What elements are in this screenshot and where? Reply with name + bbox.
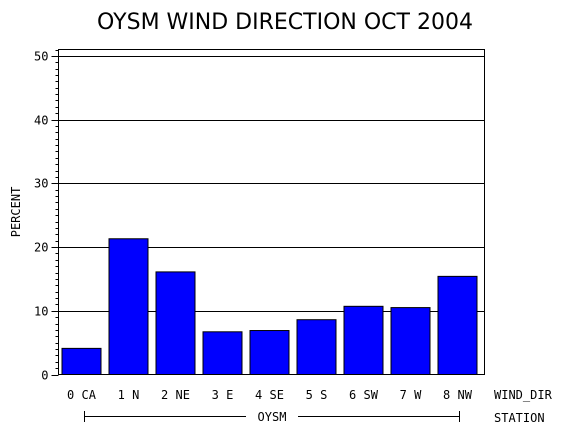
group-label: OYSM <box>258 410 287 424</box>
bar <box>249 330 290 376</box>
bar <box>390 307 431 375</box>
y-tick-label: 0 <box>41 369 48 383</box>
y-tick-label: 10 <box>34 305 48 319</box>
bar <box>61 347 102 376</box>
x-tick-label: 3 E <box>212 388 234 402</box>
bar <box>202 331 243 376</box>
x-tick-label: 1 N <box>118 388 140 402</box>
bar <box>343 305 384 375</box>
chart-title: OYSM WIND DIRECTION OCT 2004 <box>97 10 473 35</box>
y-axis: 0 10 20 30 40 50 <box>34 50 59 383</box>
y-tick-label: 50 <box>34 50 48 64</box>
x-axis-tick-labels: 0 CA 1 N 2 NE 3 E 4 SE 5 S 6 SW 7 W 8 NW <box>67 388 473 402</box>
x-tick-label: 8 NW <box>443 388 473 402</box>
bar <box>155 271 196 375</box>
bar <box>437 275 478 375</box>
x-tick-label: 4 SE <box>255 388 284 402</box>
y-tick-label: 20 <box>34 241 48 255</box>
bar <box>296 319 337 375</box>
y-axis-label: PERCENT <box>9 187 23 238</box>
x-tick-label: 5 S <box>306 388 328 402</box>
x-tick-label: 2 NE <box>161 388 190 402</box>
x-tick-label: 7 W <box>400 388 422 402</box>
x-tick-label: 6 SW <box>349 388 379 402</box>
x-axis-label: WIND_DIR <box>494 388 553 402</box>
y-tick-label: 40 <box>34 114 48 128</box>
x-tick-label: 0 CA <box>67 388 97 402</box>
group-bracket <box>84 409 460 423</box>
bar <box>108 238 149 375</box>
y-tick-label: 30 <box>34 177 48 191</box>
plot-area-frame <box>58 49 485 375</box>
group-axis-label: STATION <box>494 411 545 425</box>
bars <box>61 238 478 376</box>
